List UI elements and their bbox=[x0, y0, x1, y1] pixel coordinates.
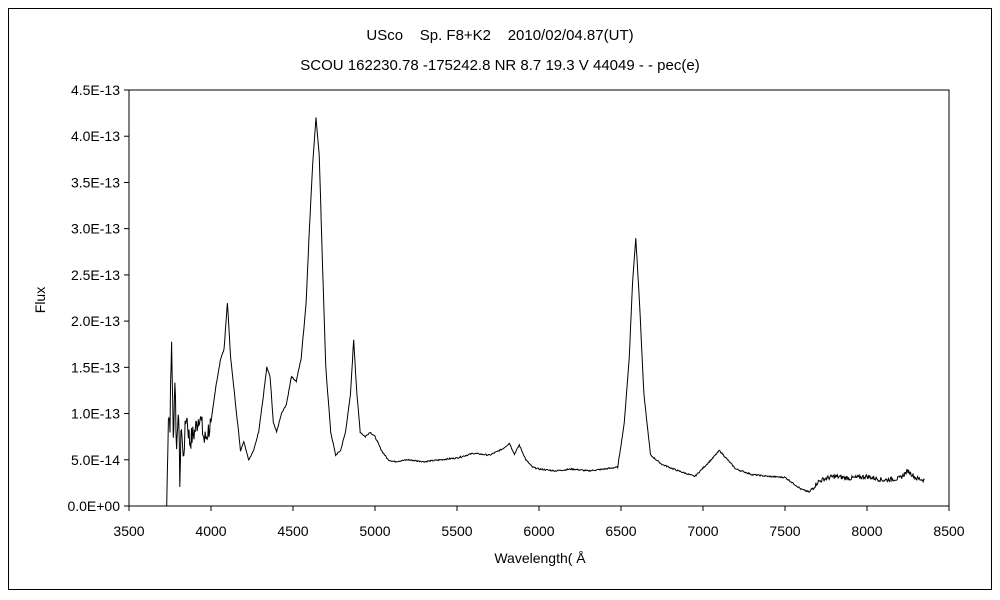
spectrum-line bbox=[166, 117, 925, 507]
y-axis-ticks: 0.0E+00 5.0E-14 1.0E-13 1.5E-13 2.0E-13 2.5E-… bbox=[67, 82, 129, 514]
y-tick-label: 4.0E-13 bbox=[71, 128, 120, 144]
x-tick-label: 5000 bbox=[359, 523, 390, 539]
x-tick-label: 7500 bbox=[769, 523, 800, 539]
x-tick-label: 8500 bbox=[933, 523, 964, 539]
x-tick-label: 4000 bbox=[195, 523, 226, 539]
x-axis-label: Wavelength( Å bbox=[494, 550, 586, 566]
y-tick-label: 4.5E-13 bbox=[71, 82, 120, 98]
y-axis-label: Flux bbox=[32, 286, 48, 314]
y-tick-label: 0.0E+00 bbox=[67, 498, 120, 514]
y-tick-label: 1.0E-13 bbox=[71, 406, 120, 422]
plot-area bbox=[128, 89, 950, 507]
chart-frame bbox=[8, 8, 992, 590]
x-tick-label: 3500 bbox=[113, 523, 144, 539]
x-tick-label: 5500 bbox=[441, 523, 472, 539]
chart-subtitle: SCOU 162230.78 -175242.8 NR 8.7 19.3 V 4… bbox=[300, 57, 700, 74]
y-tick-label: 3.5E-13 bbox=[71, 174, 120, 190]
y-tick-label: 1.5E-13 bbox=[71, 359, 120, 375]
y-tick-label: 2.5E-13 bbox=[71, 267, 120, 283]
x-tick-label: 8000 bbox=[851, 523, 882, 539]
chart-title: USco Sp. F8+K2 2010/02/04.87(UT) bbox=[366, 27, 634, 44]
x-tick-label: 7000 bbox=[687, 523, 718, 539]
y-tick-label: 5.0E-14 bbox=[71, 452, 120, 468]
x-tick-label: 6000 bbox=[523, 523, 554, 539]
x-axis-ticks: 3500 4000 4500 5000 5500 6000 6500 7000 7500 8000… bbox=[113, 506, 965, 539]
y-tick-label: 2.0E-13 bbox=[71, 313, 120, 329]
y-tick-label: 3.0E-13 bbox=[71, 221, 120, 237]
x-tick-label: 4500 bbox=[277, 523, 308, 539]
x-tick-label: 6500 bbox=[605, 523, 636, 539]
